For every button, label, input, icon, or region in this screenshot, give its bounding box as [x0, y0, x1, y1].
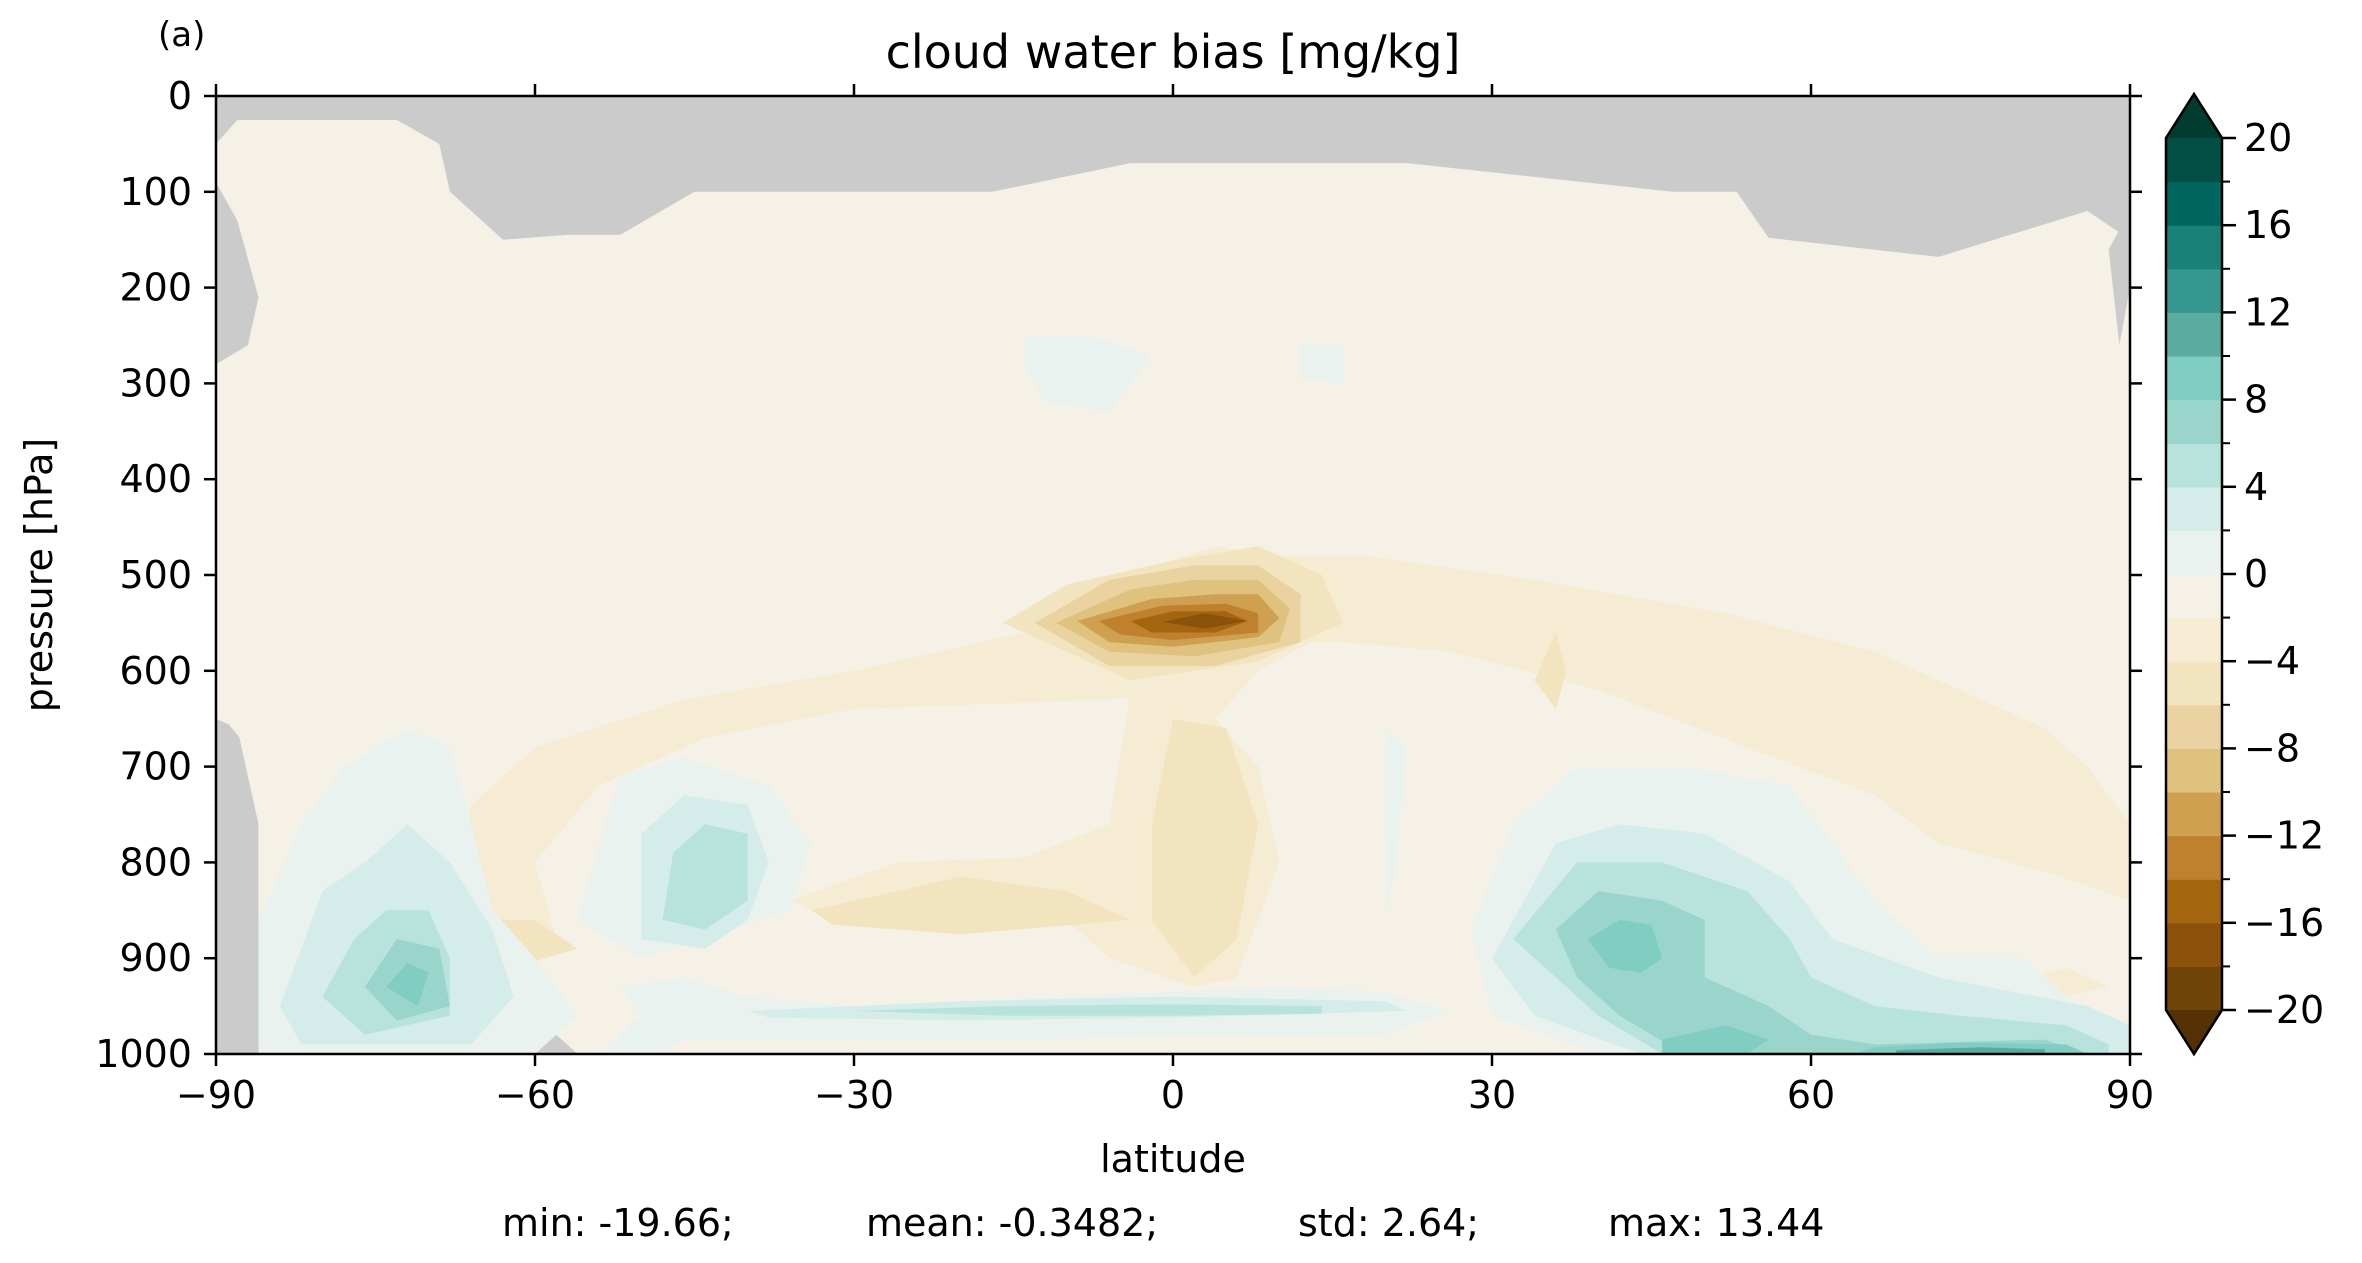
chart-title: cloud water bias [mg/kg] — [886, 25, 1461, 79]
contour-pos-5-sw — [854, 1004, 1322, 1016]
y-tick-label: 300 — [119, 361, 192, 405]
contour-pos-9-right — [1587, 919, 1663, 973]
contour-upper-missing-3 — [2108, 211, 2130, 346]
contour-pos-1-upper-l — [1024, 335, 1152, 413]
colorbar-bin — [2166, 268, 2222, 313]
colorbar-bin — [2166, 835, 2222, 880]
contour-pos-9-left — [386, 963, 429, 1007]
x-tick-label: −60 — [495, 1073, 575, 1117]
colorbar-bin — [2166, 443, 2222, 488]
x-axis-label: latitude — [1100, 1137, 1246, 1181]
contour-pos-1-upper-r — [1300, 345, 1344, 384]
x-tick-label: 0 — [1161, 1073, 1185, 1117]
x-tick-label: −90 — [176, 1073, 256, 1117]
y-axis: 0 100 200 300 400 500 600 700 800 900 1000 — [95, 74, 2142, 1076]
colorbar-tick-label: 4 — [2244, 465, 2268, 509]
colorbar-bin — [2166, 792, 2222, 837]
contour-neg-5b — [811, 876, 1131, 935]
y-tick-label: 0 — [168, 74, 192, 118]
contour-neg-5-lobe — [1151, 718, 1259, 978]
contour-pos-1-thin — [1385, 728, 1407, 920]
stat-std: std: 2.64; — [1298, 1201, 1479, 1245]
stat-min: min: -19.66; — [502, 1201, 734, 1245]
colorbar-tick-label: −8 — [2244, 726, 2300, 770]
colorbar-tick-label: 0 — [2244, 552, 2268, 596]
x-tick-label: 90 — [2106, 1073, 2154, 1117]
plot-area — [216, 96, 2130, 1054]
y-tick-label: 500 — [119, 553, 192, 597]
colorbar-bin — [2166, 486, 2222, 531]
y-axis-label: pressure [hPa] — [17, 438, 61, 712]
colorbar-extend-min — [2166, 1010, 2222, 1054]
colorbar-tick-label: −16 — [2244, 901, 2324, 945]
y-tick-label: 900 — [119, 936, 192, 980]
colorbar-bin — [2166, 879, 2222, 924]
colorbar-bin — [2166, 922, 2222, 967]
y-tick-label: 1000 — [95, 1032, 192, 1076]
colorbar-tick-label: −4 — [2244, 639, 2300, 683]
contour-lower-missing — [216, 718, 578, 1054]
contour-pos-9-right-b — [1662, 1025, 1769, 1054]
colorbar-bin — [2166, 704, 2222, 749]
contour-upper-missing-2 — [216, 182, 259, 365]
y-tick-label: 600 — [119, 649, 192, 693]
contour-pos-5-mid — [662, 824, 748, 930]
stat-mean: mean: -0.3482; — [866, 1201, 1158, 1245]
x-axis: −90 −60 −30 0 30 60 90 — [176, 84, 2154, 1117]
contour-pos-7-right — [1555, 891, 2088, 1054]
colorbar-extend-max — [2166, 94, 2222, 138]
colorbar-tick-label: −12 — [2244, 814, 2324, 858]
colorbar-tick-label: −20 — [2244, 988, 2324, 1032]
contour-pos-11-right — [1896, 1047, 2045, 1054]
x-tick-label: 60 — [1787, 1073, 1835, 1117]
y-tick-label: 100 — [119, 170, 192, 214]
contour-upper-missing — [216, 96, 2130, 257]
stat-max: max: 13.44 — [1608, 1201, 1824, 1245]
contour-neg-17 — [1162, 613, 1248, 629]
colorbar-bin — [2166, 225, 2222, 270]
y-tick-label: 200 — [119, 266, 192, 310]
colorbar-bin — [2166, 399, 2222, 444]
colorbar-bin — [2166, 181, 2222, 226]
x-tick-label: −30 — [814, 1073, 894, 1117]
colorbar-bin — [2166, 661, 2222, 706]
contour-neg-5-right — [1534, 632, 1567, 710]
colorbar: −20 −16 −12 −8 −4 0 4 8 12 16 20 — [2164, 91, 2324, 1057]
y-tick-label: 700 — [119, 745, 192, 789]
panel-label: (a) — [158, 15, 205, 55]
colorbar-bin — [2166, 530, 2222, 575]
colorbar-tick-label: 8 — [2244, 378, 2268, 422]
colorbar-bin — [2166, 312, 2222, 357]
y-tick-label: 800 — [119, 840, 192, 884]
y-tick-label: 400 — [119, 457, 192, 501]
colorbar-bin — [2166, 356, 2222, 401]
colorbar-bin — [2166, 138, 2222, 183]
colorbar-tick-label: 16 — [2244, 203, 2292, 247]
x-tick-label: 30 — [1468, 1073, 1516, 1117]
colorbar-tick-label: 20 — [2244, 116, 2292, 160]
colorbar-bin — [2166, 617, 2222, 662]
stats-line: min: -19.66; mean: -0.3482; std: 2.64; m… — [502, 1201, 1824, 1245]
colorbar-tick-label: 12 — [2244, 290, 2292, 334]
colorbar-bin — [2166, 574, 2222, 619]
colorbar-bin — [2166, 966, 2222, 1011]
contour-neg-3-band — [449, 555, 2130, 939]
colorbar-bin — [2166, 748, 2222, 793]
